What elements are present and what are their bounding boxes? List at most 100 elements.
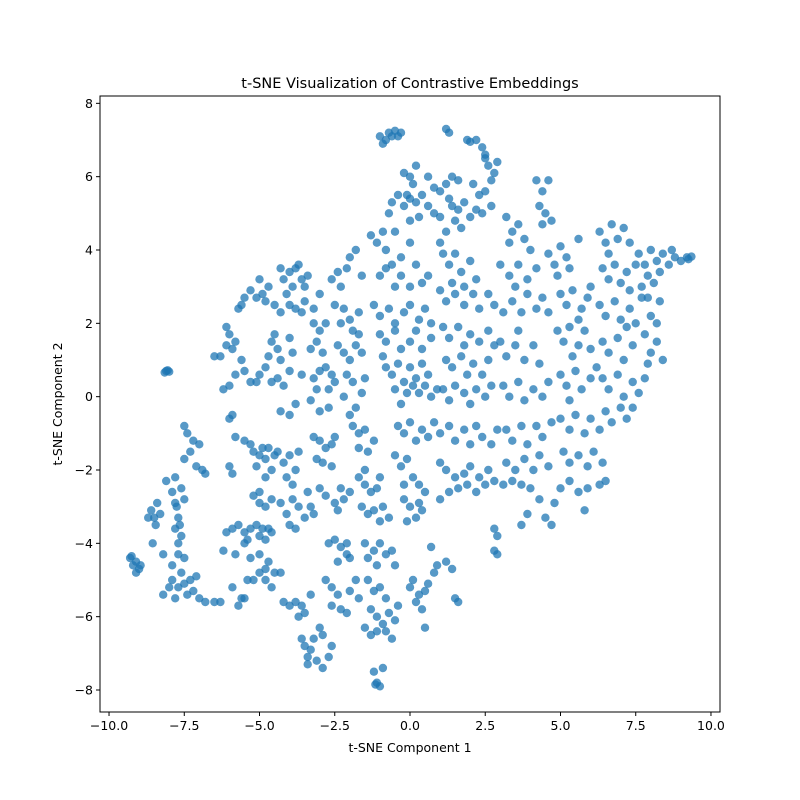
data-point — [375, 271, 385, 280]
data-point — [420, 304, 430, 313]
data-point — [514, 377, 523, 387]
data-point — [616, 278, 625, 288]
data-point — [423, 201, 433, 211]
data-point — [336, 319, 345, 328]
data-point — [502, 425, 511, 434]
data-point — [228, 469, 237, 478]
data-point — [490, 524, 499, 533]
data-point — [538, 187, 547, 196]
data-point — [285, 366, 294, 376]
data-point — [159, 550, 168, 559]
data-point — [246, 440, 255, 449]
data-point — [255, 275, 264, 284]
data-point — [177, 568, 186, 577]
data-point — [444, 128, 454, 137]
data-point — [285, 451, 294, 460]
data-point — [402, 388, 412, 398]
data-point — [255, 550, 264, 559]
data-point — [372, 238, 382, 247]
data-point — [670, 253, 680, 262]
data-point — [628, 403, 637, 412]
data-point — [583, 462, 592, 471]
data-point — [643, 359, 652, 368]
y-tick-label: 8 — [85, 96, 93, 111]
y-tick-label: 2 — [85, 316, 93, 331]
data-point — [574, 451, 583, 460]
data-point — [282, 473, 291, 482]
data-point — [189, 586, 198, 596]
data-point — [586, 414, 595, 423]
data-point — [628, 377, 637, 387]
data-point — [267, 583, 276, 592]
data-point — [390, 326, 400, 335]
data-point — [441, 557, 451, 566]
data-point — [291, 304, 300, 313]
data-point — [249, 491, 258, 500]
data-point — [595, 425, 604, 434]
data-point — [354, 594, 363, 603]
data-point — [330, 377, 339, 387]
data-point — [435, 286, 445, 295]
data-point — [354, 330, 363, 339]
data-point — [405, 583, 415, 592]
data-point — [472, 275, 481, 284]
data-point — [246, 524, 255, 533]
data-point — [264, 557, 273, 566]
data-point — [466, 212, 475, 222]
data-point — [324, 385, 333, 394]
data-point — [270, 300, 279, 310]
data-point — [177, 531, 186, 541]
data-point — [426, 319, 436, 328]
data-point — [502, 352, 511, 361]
data-point — [279, 458, 288, 467]
data-point — [514, 260, 523, 269]
data-point — [493, 531, 502, 541]
data-point — [580, 429, 589, 438]
data-point — [517, 480, 526, 489]
data-point — [159, 590, 168, 599]
data-point — [210, 352, 219, 361]
data-point — [463, 370, 472, 379]
data-point — [538, 220, 547, 229]
data-point — [625, 304, 634, 313]
data-point — [417, 190, 427, 200]
data-point — [550, 498, 559, 508]
x-tick-label: 2.5 — [475, 718, 495, 733]
data-point — [517, 308, 526, 317]
data-point — [562, 381, 571, 390]
data-point — [426, 542, 436, 552]
data-point — [321, 575, 330, 585]
data-point — [258, 524, 267, 533]
data-point — [327, 370, 336, 379]
data-point — [309, 634, 318, 643]
data-point — [417, 605, 427, 614]
data-point — [366, 487, 376, 497]
data-point — [393, 359, 403, 368]
data-point — [180, 421, 189, 431]
data-point — [267, 465, 276, 475]
data-point — [408, 575, 418, 585]
data-point — [532, 264, 541, 273]
data-point — [405, 282, 415, 291]
data-point — [381, 245, 391, 255]
data-point — [450, 381, 460, 390]
data-point — [225, 462, 234, 471]
data-point — [484, 289, 493, 299]
data-point — [420, 487, 430, 497]
data-point — [300, 282, 309, 291]
data-point — [571, 410, 580, 420]
data-point — [457, 267, 466, 277]
data-point — [306, 396, 315, 405]
data-point — [312, 656, 321, 665]
data-point — [454, 176, 463, 185]
data-point — [541, 209, 550, 218]
data-point — [532, 304, 541, 313]
data-point — [586, 344, 595, 354]
data-point — [457, 352, 466, 361]
data-point — [354, 429, 363, 438]
data-point — [684, 255, 693, 264]
data-point — [640, 260, 649, 269]
data-point — [393, 190, 403, 200]
data-point — [664, 260, 673, 269]
data-point — [390, 319, 400, 328]
